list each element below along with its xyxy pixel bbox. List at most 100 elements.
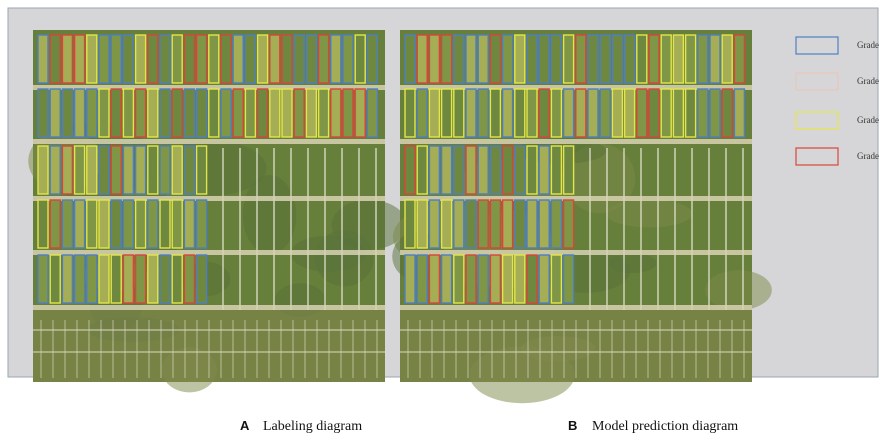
plot — [221, 89, 231, 137]
plot — [184, 35, 194, 83]
plot — [503, 35, 513, 83]
plot — [136, 255, 146, 303]
plot — [355, 89, 365, 137]
plot — [160, 200, 170, 248]
plot — [184, 200, 194, 248]
plot — [111, 89, 121, 137]
plot — [661, 35, 671, 83]
plot — [331, 35, 341, 83]
plot — [148, 89, 158, 137]
plot — [454, 255, 464, 303]
plot — [75, 200, 85, 248]
plot — [515, 35, 525, 83]
row-strip — [400, 305, 752, 310]
plot — [612, 35, 622, 83]
plot — [172, 89, 182, 137]
plot — [673, 89, 683, 137]
plot — [197, 255, 207, 303]
plot — [38, 255, 48, 303]
field-image — [28, 30, 406, 392]
row-strip — [33, 139, 385, 144]
plot — [576, 35, 586, 83]
plot — [686, 89, 696, 137]
plot — [515, 255, 525, 303]
plot — [429, 146, 439, 194]
plot — [722, 35, 732, 83]
field-image — [392, 30, 772, 403]
plot — [319, 89, 329, 137]
field-patch — [609, 253, 656, 273]
plot — [539, 89, 549, 137]
plot — [172, 255, 182, 303]
plot — [148, 146, 158, 194]
plot — [99, 146, 109, 194]
plot — [686, 35, 696, 83]
plot — [111, 146, 121, 194]
plot — [466, 89, 476, 137]
plot — [734, 35, 744, 83]
plot — [564, 146, 574, 194]
plot — [123, 200, 133, 248]
plot — [172, 35, 182, 83]
plot — [551, 255, 561, 303]
plot — [75, 255, 85, 303]
plot — [136, 146, 146, 194]
plot — [197, 146, 207, 194]
plot — [576, 89, 586, 137]
plot — [172, 200, 182, 248]
plot — [466, 200, 476, 248]
plot — [160, 146, 170, 194]
plot — [197, 89, 207, 137]
plot — [136, 200, 146, 248]
plot — [221, 35, 231, 83]
plot — [649, 35, 659, 83]
legend-label: Grade — [857, 76, 879, 86]
plot — [612, 89, 622, 137]
plot — [405, 89, 415, 137]
plot — [50, 200, 60, 248]
plot — [454, 146, 464, 194]
plot — [99, 35, 109, 83]
plot — [184, 89, 194, 137]
plot — [417, 89, 427, 137]
plot — [551, 35, 561, 83]
legend-label: Grade — [857, 40, 879, 50]
plot — [62, 89, 72, 137]
plot — [490, 146, 500, 194]
plot — [527, 89, 537, 137]
plot — [527, 35, 537, 83]
plot — [466, 35, 476, 83]
plot — [343, 35, 353, 83]
plot — [539, 146, 549, 194]
plot — [442, 35, 452, 83]
plot — [282, 89, 292, 137]
plot — [270, 35, 280, 83]
plot — [503, 89, 513, 137]
plot — [136, 89, 146, 137]
plot — [417, 35, 427, 83]
plot — [136, 35, 146, 83]
plot — [564, 89, 574, 137]
plot — [367, 35, 377, 83]
plot — [722, 89, 732, 137]
plot — [429, 255, 439, 303]
plot — [478, 35, 488, 83]
plot — [160, 35, 170, 83]
plot — [99, 200, 109, 248]
plot — [478, 200, 488, 248]
plot — [625, 35, 635, 83]
plot — [99, 255, 109, 303]
plot — [600, 89, 610, 137]
plot — [123, 255, 133, 303]
plot — [367, 89, 377, 137]
plot — [442, 146, 452, 194]
plot — [442, 89, 452, 137]
plot — [148, 255, 158, 303]
plot — [637, 35, 647, 83]
plot — [539, 35, 549, 83]
plot — [454, 200, 464, 248]
plot — [258, 89, 268, 137]
plot — [111, 200, 121, 248]
plot — [294, 89, 304, 137]
plot — [454, 89, 464, 137]
